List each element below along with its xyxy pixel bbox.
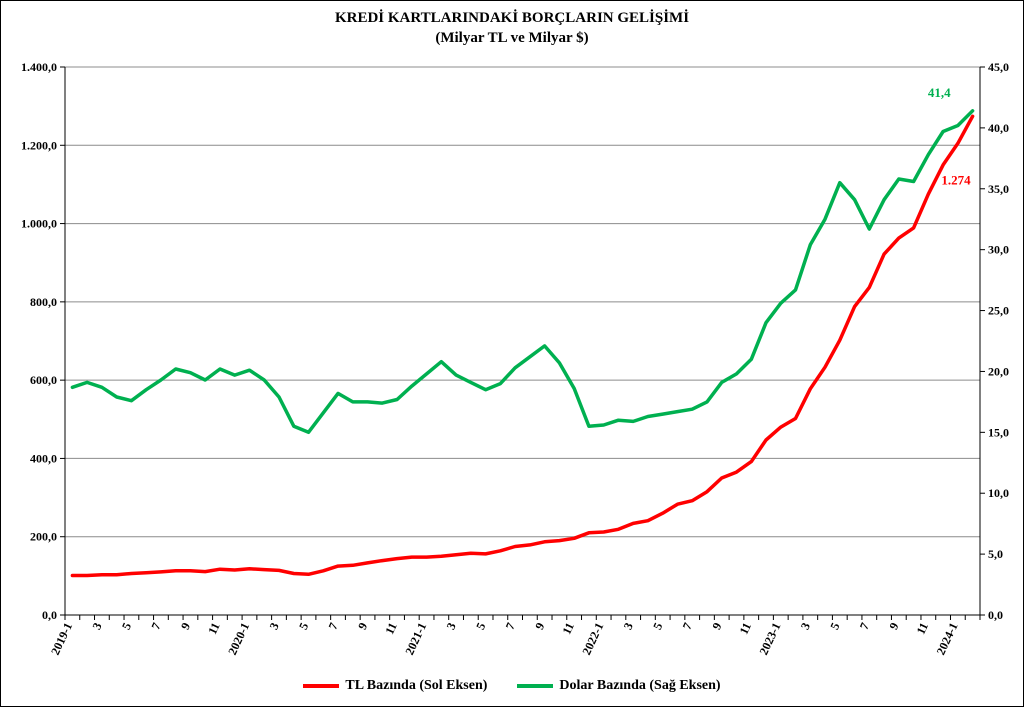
- x-tick-label: 7: [857, 620, 872, 631]
- x-tick-label: 9: [709, 620, 724, 631]
- x-tick-label: 2022-1: [579, 620, 606, 657]
- legend-label-tl: TL Bazında (Sol Eksen): [345, 678, 488, 693]
- x-tick-label: 7: [680, 620, 695, 631]
- series-line-tl: [70, 114, 975, 578]
- right-tick-label: 5,0: [988, 547, 1003, 561]
- left-tick-label: 200,0: [30, 530, 57, 544]
- left-tick-label: 1.000,0: [21, 217, 57, 231]
- x-tick-label: 3: [621, 620, 636, 631]
- left-tick-label: 0,0: [42, 608, 57, 622]
- right-tick-label: 30,0: [988, 243, 1009, 257]
- chart-subtitle: (Milyar TL ve Milyar $): [435, 30, 589, 46]
- legend-swatch-tl: [303, 684, 340, 688]
- series-lines: [70, 109, 975, 578]
- x-tick-label: 9: [178, 620, 193, 631]
- left-tick-label: 400,0: [30, 451, 57, 465]
- x-tick-label: 2024-1: [934, 620, 961, 657]
- right-tick-label: 25,0: [988, 304, 1009, 318]
- data-label-tl: 1.274: [941, 172, 971, 187]
- data-labels: 1.274 41,4: [928, 85, 971, 187]
- x-tick-label: 7: [326, 620, 341, 631]
- x-tick-label: 11: [736, 620, 753, 636]
- left-tick-label: 1.400,0: [21, 60, 57, 74]
- x-tick-label: 3: [444, 620, 459, 631]
- legend: TL Bazında (Sol Eksen) Dolar Bazında (Sa…: [0, 676, 1024, 696]
- x-tick-label: 11: [914, 620, 931, 636]
- x-tick-label: 9: [886, 620, 901, 631]
- x-tick-label: 2019-1: [48, 620, 75, 657]
- series-line-usd: [70, 109, 975, 435]
- x-tick-label: 3: [89, 620, 104, 631]
- gridlines: [64, 66, 981, 616]
- x-tick-label: 5: [296, 620, 311, 631]
- x-tick-label: 3: [266, 620, 281, 631]
- legend-item-usd: Dolar Bazında (Sağ Eksen): [517, 678, 721, 694]
- x-tick-label: 5: [119, 620, 134, 631]
- x-tick-label: 5: [473, 620, 488, 631]
- chart-title: KREDİ KARTLARINDAKİ BORÇLARIN GELİŞİMİ: [334, 10, 690, 26]
- x-tick-label: 2021-1: [402, 620, 429, 657]
- legend-swatch-usd: [517, 684, 554, 688]
- right-tick-label: 0,0: [988, 608, 1003, 622]
- x-tick-label: 9: [355, 620, 370, 631]
- right-tick-label: 20,0: [988, 364, 1009, 378]
- right-tick-label: 40,0: [988, 121, 1009, 135]
- left-axis-ticks: 0,0 200,0 400,0 600,0 800,0 1.000,0 1.200,0 1.4…: [21, 60, 65, 622]
- right-axis-ticks: 0,0 5,0 10,0 15,0 20,0 25,0 30,0 35,0 40,0 45,0: [980, 60, 1009, 622]
- x-tick-label: 11: [382, 620, 399, 636]
- x-tick-label: 2020-1: [225, 620, 252, 657]
- x-axis-ticks: 2019-1 3 5 7 9 11 2020-1 3 5 7 9 11 2021-1 3 5 7 9 11 2022…: [48, 615, 981, 657]
- x-tick-label: 11: [559, 620, 576, 636]
- x-tick-label: 9: [532, 620, 547, 631]
- right-tick-label: 15,0: [988, 425, 1009, 439]
- left-tick-label: 1.200,0: [21, 138, 57, 152]
- x-tick-label: 5: [650, 620, 665, 631]
- data-label-usd: 41,4: [928, 85, 951, 100]
- right-tick-label: 45,0: [988, 60, 1009, 74]
- right-tick-label: 10,0: [988, 486, 1009, 500]
- right-tick-label: 35,0: [988, 182, 1009, 196]
- x-tick-label: 5: [827, 620, 842, 631]
- legend-label-usd: Dolar Bazında (Sağ Eksen): [559, 678, 721, 693]
- x-tick-label: 7: [503, 620, 518, 631]
- x-tick-label: 11: [205, 620, 222, 636]
- legend-item-tl: TL Bazında (Sol Eksen): [303, 678, 487, 694]
- x-tick-label: 7: [148, 620, 163, 631]
- x-tick-label: 2023-1: [756, 620, 783, 657]
- left-tick-label: 800,0: [30, 295, 57, 309]
- x-tick-label: 3: [798, 620, 813, 631]
- left-tick-label: 600,0: [30, 373, 57, 387]
